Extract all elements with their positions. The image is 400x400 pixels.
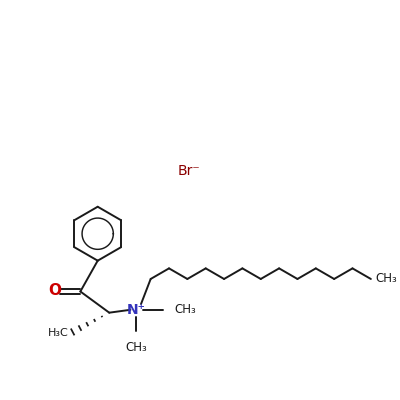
Text: CH₃: CH₃ — [376, 272, 398, 284]
Text: O: O — [48, 283, 61, 298]
Text: H₃C: H₃C — [48, 328, 68, 338]
Text: CH₃: CH₃ — [125, 341, 147, 354]
Text: Br⁻: Br⁻ — [178, 164, 200, 178]
Text: N⁺: N⁺ — [127, 303, 146, 317]
Text: CH₃: CH₃ — [175, 303, 196, 316]
